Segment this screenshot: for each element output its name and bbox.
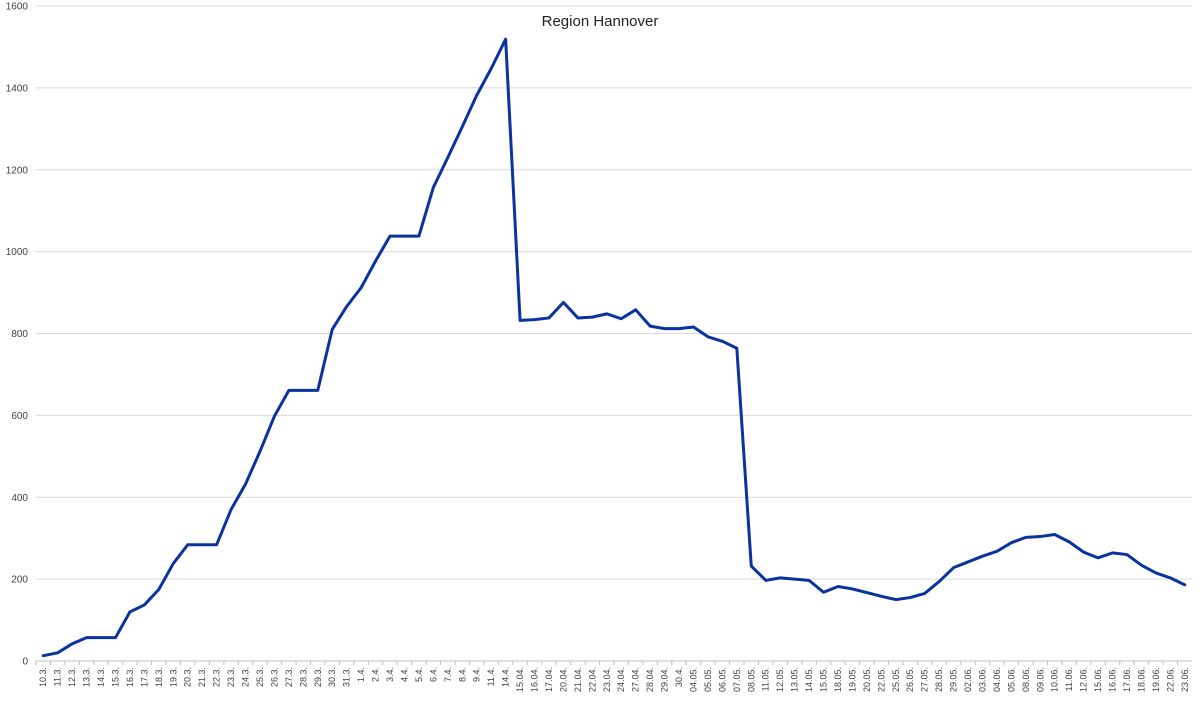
x-tick-label: 13.3. (82, 667, 92, 687)
x-tick-label: 22.04. (587, 667, 597, 692)
x-tick-label: 29.04. (660, 667, 670, 692)
x-tick-label: 02.06. (963, 667, 973, 692)
x-tick-label: 23.04. (602, 667, 612, 692)
x-tick-label: 19.06. (1151, 667, 1161, 692)
x-tick-label: 08.06. (1021, 667, 1031, 692)
x-tick-label: 27.04. (631, 667, 641, 692)
x-tick-label: 1.4. (356, 667, 366, 682)
x-tick-label: 20.05. (862, 667, 872, 692)
x-tick-label: 21.3. (197, 667, 207, 687)
x-tick-label: 22.3. (212, 667, 222, 687)
x-tick-label: 2.4. (371, 667, 381, 682)
x-tick-label: 22.06. (1165, 667, 1175, 692)
x-tick-label: 18.05. (833, 667, 843, 692)
x-tick-label: 14.3. (96, 667, 106, 687)
chart-title: Region Hannover (542, 13, 659, 30)
x-tick-label: 09.06. (1035, 667, 1045, 692)
x-tick-label: 14.05. (804, 667, 814, 692)
x-tick-label: 16.3. (125, 667, 135, 687)
x-tick-label: 11.4. (486, 667, 496, 686)
x-tick-label: 24.3. (241, 667, 251, 687)
x-tick-label: 28.3. (298, 667, 308, 687)
x-tick-label: 30.4. (674, 667, 684, 687)
x-tick-label: 26.3. (269, 667, 279, 687)
y-tick-label: 400 (11, 493, 28, 504)
x-tick-label: 11.05. (761, 667, 771, 691)
x-tick-label: 19.05. (847, 667, 857, 692)
x-tick-label: 15.3. (110, 667, 120, 687)
x-tick-label: 7.4. (443, 667, 453, 682)
x-tick-label: 11.3. (53, 667, 63, 686)
x-tick-label: 10.06. (1050, 667, 1060, 692)
x-tick-label: 27.05. (920, 667, 930, 692)
x-tick-label: 4.4. (399, 667, 409, 682)
x-tick-label: 13.05. (790, 667, 800, 692)
y-tick-label: 1400 (6, 83, 29, 94)
x-tick-label: 12.05. (775, 667, 785, 692)
x-tick-label: 24.04. (616, 667, 626, 692)
x-tick-label: 22.05. (876, 667, 886, 692)
x-tick-label: 16.04. (530, 667, 540, 692)
x-tick-label: 11.06. (1064, 667, 1074, 691)
x-tick-label: 20.3. (183, 667, 193, 687)
x-tick-label: 15.06. (1093, 667, 1103, 692)
x-tick-label: 27.3. (284, 667, 294, 687)
x-tick-label: 04.05. (688, 667, 698, 692)
x-tick-label: 17.04. (544, 667, 554, 692)
x-tick-label: 10.3. (38, 667, 48, 687)
x-tick-label: 17.06. (1122, 667, 1132, 692)
y-tick-label: 1600 (6, 2, 29, 13)
series-line (41, 37, 1187, 658)
x-tick-label: 12.3. (67, 667, 77, 687)
x-tick-label: 17.3. (139, 667, 149, 687)
x-tick-label: 08.05. (746, 667, 756, 692)
x-tick-label: 20.04. (558, 667, 568, 692)
x-tick-label: 29.05. (949, 667, 959, 692)
y-axis-ticks: 0 200 400 600 800 1000 1200 1400 1600 (6, 2, 29, 668)
x-tick-label: 15.05. (819, 667, 829, 692)
x-tick-label: 15.04. (515, 667, 525, 692)
x-tick-label: 06.05. (717, 667, 727, 692)
x-axis-ticks: 10.3. 11.3. 12.3. 13.3. 14.3. 15.3. 16.3. 17.3.… (35, 661, 1190, 692)
x-tick-label: 18.06. (1136, 667, 1146, 692)
x-tick-label: 16.06. (1108, 667, 1118, 692)
y-tick-label: 1000 (6, 247, 29, 258)
x-tick-label: 23.06. (1180, 667, 1190, 692)
x-tick-label: 19.3. (168, 667, 178, 687)
x-tick-label: 23.3. (226, 667, 236, 687)
x-tick-label: 05.05. (703, 667, 713, 692)
x-tick-label: 6.4. (428, 667, 438, 682)
y-tick-label: 0 (22, 657, 28, 668)
x-tick-label: 5.4. (414, 667, 424, 682)
x-tick-label: 18.3. (154, 667, 164, 687)
y-tick-label: 800 (11, 329, 28, 340)
x-tick-label: 05.06. (1006, 667, 1016, 692)
x-tick-label: 04.06. (992, 667, 1002, 692)
x-tick-label: 07.05. (732, 667, 742, 692)
x-tick-label: 29.3. (313, 667, 323, 687)
x-tick-label: 21.04. (573, 667, 583, 692)
x-tick-label: 25.3. (255, 667, 265, 687)
x-tick-label: 12.06. (1079, 667, 1089, 692)
x-tick-label: 30.3. (327, 667, 337, 687)
x-tick-label: 28.04. (645, 667, 655, 692)
x-tick-label: 28.05. (934, 667, 944, 692)
x-tick-label: 8.4. (457, 667, 467, 682)
x-tick-label: 3.4. (385, 667, 395, 682)
x-tick-label: 14.4. (501, 667, 511, 687)
x-tick-label: 31.3. (342, 667, 352, 687)
y-tick-label: 1200 (6, 165, 29, 176)
y-tick-label: 600 (11, 411, 28, 422)
x-tick-label: 25.05. (891, 667, 901, 692)
x-tick-label: 26.05. (905, 667, 915, 692)
y-tick-label: 200 (11, 575, 28, 586)
x-tick-label: 03.06. (977, 667, 987, 692)
x-tick-label: 9.4. (472, 667, 482, 682)
gridlines (36, 5, 1192, 580)
